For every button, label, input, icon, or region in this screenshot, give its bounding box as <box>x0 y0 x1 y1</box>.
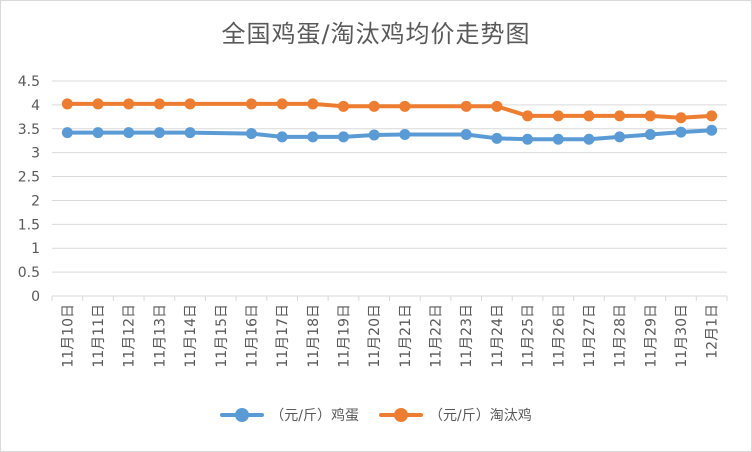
x-tick-label: 11月28日 <box>613 304 629 368</box>
series-point-1 <box>153 98 165 110</box>
series-point-1 <box>583 110 595 122</box>
series-point-1 <box>614 110 626 122</box>
series-point-0 <box>184 127 196 139</box>
y-tick-label: 1 <box>31 241 40 257</box>
x-tick-label: 11月12日 <box>122 304 138 368</box>
y-tick-label: 4.5 <box>18 74 40 90</box>
y-tick-label: 3 <box>31 146 40 162</box>
series-point-0 <box>276 131 288 143</box>
x-tick-label: 11月15日 <box>214 304 230 368</box>
legend-item-hen: （元/斤）淘汰鸡 <box>379 405 532 425</box>
series-point-1 <box>552 110 564 122</box>
series-point-0 <box>583 133 595 145</box>
x-tick-label: 12月1日 <box>705 304 721 359</box>
legend-dot-egg <box>235 408 250 422</box>
legend-swatch-hen <box>379 408 423 422</box>
x-tick-label: 11月10日 <box>60 304 76 368</box>
series-point-1 <box>307 98 319 110</box>
y-tick-label: 1.5 <box>18 217 40 233</box>
y-tick-label: 0.5 <box>18 265 40 281</box>
chart-title: 全国鸡蛋/淘汰鸡均价走势图 <box>221 20 531 48</box>
series-point-0 <box>399 129 411 141</box>
series-point-1 <box>644 110 656 122</box>
series-point-0 <box>153 127 165 139</box>
series-point-1 <box>61 98 73 110</box>
x-tick-label: 11月14日 <box>183 304 199 368</box>
series-point-0 <box>460 129 472 141</box>
x-tick-label: 11月25日 <box>521 304 537 368</box>
x-tick-label: 11月23日 <box>459 304 475 368</box>
x-tick-label: 11月29日 <box>643 304 659 368</box>
x-tick-label: 11月11日 <box>91 304 107 368</box>
chart-legend: （元/斤）鸡蛋 （元/斤）淘汰鸡 <box>0 405 752 425</box>
series-point-1 <box>491 100 503 112</box>
series-point-1 <box>276 98 288 110</box>
series-point-1 <box>245 98 257 110</box>
series-point-1 <box>92 98 104 110</box>
legend-item-egg: （元/斤）鸡蛋 <box>220 405 359 425</box>
series-point-1 <box>706 110 718 122</box>
series-point-1 <box>675 112 687 124</box>
series-point-0 <box>368 129 380 141</box>
series-point-0 <box>337 131 349 143</box>
series-point-0 <box>61 127 73 139</box>
series-point-0 <box>614 131 626 143</box>
series-point-1 <box>184 98 196 110</box>
x-tick-label: 11月20日 <box>367 304 383 368</box>
y-tick-label: 3.5 <box>18 122 40 138</box>
x-tick-label: 11月26日 <box>551 304 567 368</box>
legend-swatch-egg <box>220 408 265 422</box>
y-tick-label: 4 <box>31 98 40 114</box>
series-point-0 <box>307 131 319 143</box>
x-tick-label: 11月30日 <box>674 304 690 368</box>
x-tick-label: 11月22日 <box>429 304 445 368</box>
series-point-0 <box>552 133 564 145</box>
x-tick-label: 11月24日 <box>490 304 506 368</box>
series-point-0 <box>491 132 503 144</box>
series-point-1 <box>368 100 380 112</box>
x-tick-label: 11月13日 <box>152 304 168 368</box>
legend-label-hen: （元/斤）淘汰鸡 <box>429 408 532 424</box>
series-point-0 <box>92 127 104 139</box>
series-point-0 <box>675 126 687 138</box>
y-tick-label: 0 <box>31 289 40 305</box>
x-tick-label: 11月18日 <box>306 304 322 368</box>
series-point-1 <box>460 100 472 112</box>
series-point-1 <box>399 100 411 112</box>
series-point-1 <box>123 98 135 110</box>
series-point-0 <box>123 127 135 139</box>
series-point-1 <box>337 100 349 112</box>
x-tick-label: 11月16日 <box>244 304 260 368</box>
series-point-0 <box>644 129 656 141</box>
legend-label-egg: （元/斤）鸡蛋 <box>270 408 359 424</box>
series-point-0 <box>706 124 718 136</box>
x-tick-label: 11月19日 <box>336 304 352 368</box>
y-tick-label: 2 <box>31 193 40 209</box>
y-tick-label: 2.5 <box>18 170 40 186</box>
series-point-0 <box>245 128 257 140</box>
series-point-0 <box>522 133 534 145</box>
x-tick-label: 11月21日 <box>398 304 414 368</box>
x-tick-label: 11月17日 <box>275 304 291 368</box>
x-tick-label: 11月27日 <box>582 304 598 368</box>
legend-dot-hen <box>394 408 408 422</box>
series-point-1 <box>522 110 534 122</box>
